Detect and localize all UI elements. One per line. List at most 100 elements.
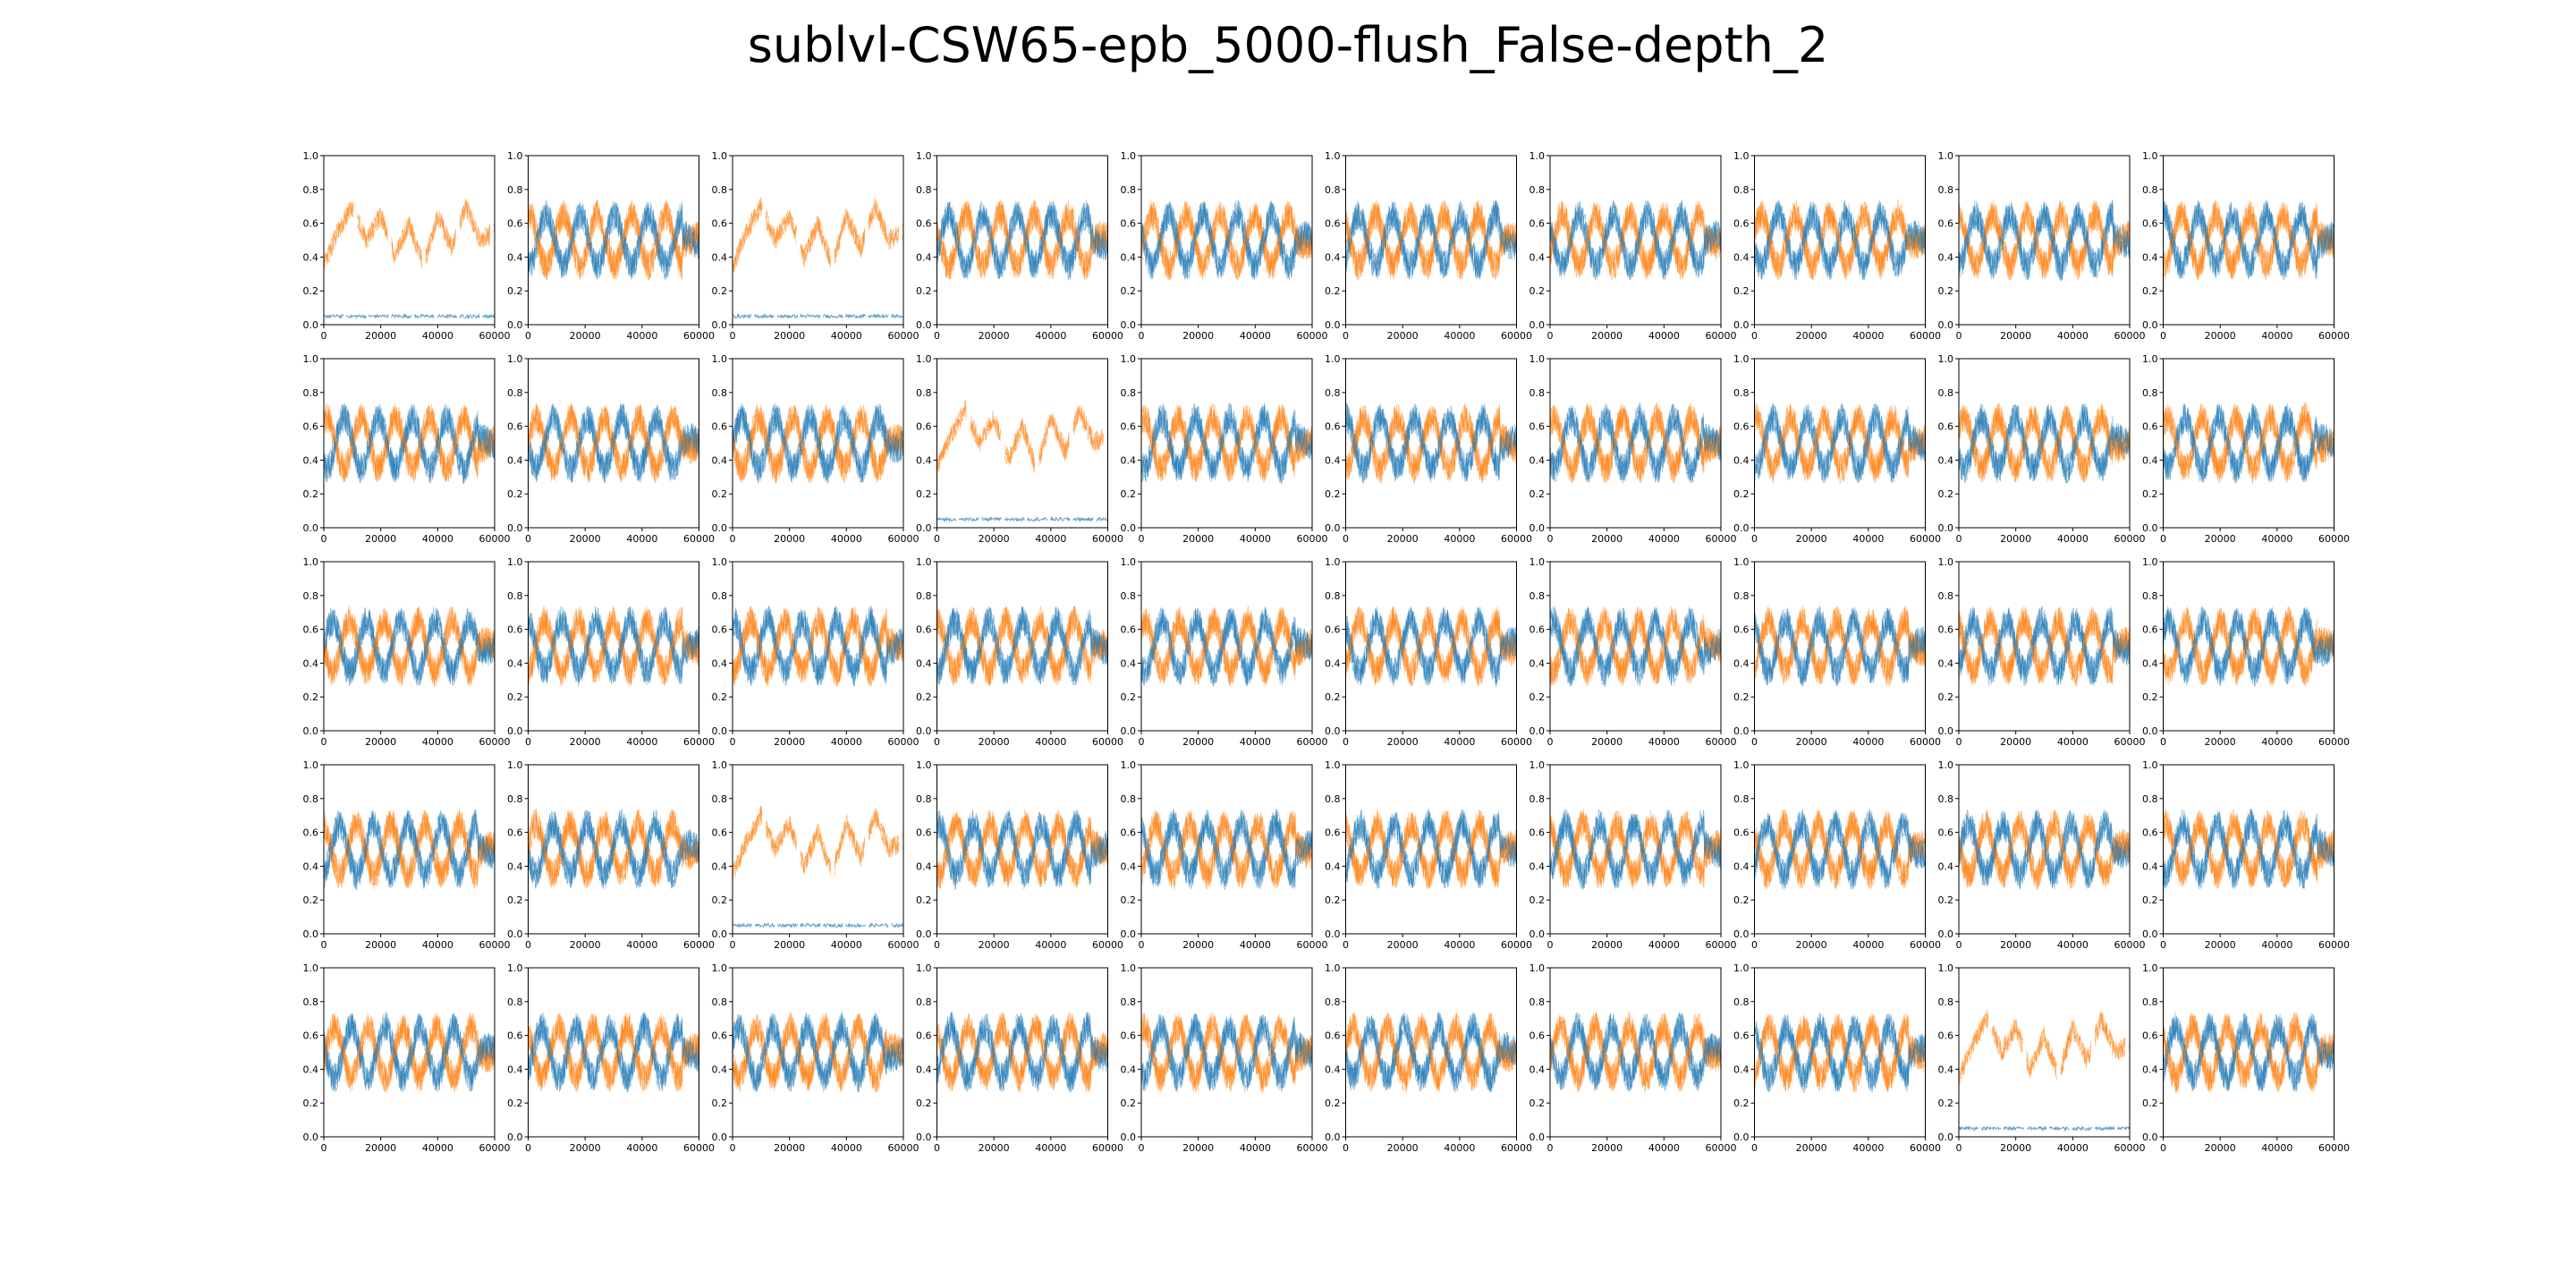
subplot-1-5: 0.0 0.2 0.4 0.6 0.8 1.0 0 20000 40000 60000 [1121, 150, 1328, 342]
x-tick-label: 20000 [774, 330, 805, 342]
series-a-line [1550, 606, 1721, 686]
series-b-line [936, 809, 1108, 889]
x-tick-label: 60000 [888, 736, 919, 748]
x-tick-label: 60000 [2114, 533, 2146, 545]
y-tick-label: 0.2 [1530, 894, 1546, 906]
x-tick-label: 0 [1751, 330, 1758, 342]
subplot-3-5: 0.0 0.2 0.4 0.6 0.8 1.0 0 20000 40000 60000 [1121, 556, 1328, 748]
x-tick-label: 60000 [2114, 330, 2146, 342]
y-tick-label: 1.0 [712, 759, 728, 771]
series-b-line [1345, 809, 1517, 890]
y-tick-label: 0.6 [916, 624, 932, 636]
axes-frame [1958, 155, 2131, 326]
y-tick-label: 0.0 [1530, 1131, 1546, 1143]
series-b-line [1550, 810, 1721, 889]
series-b-line [1345, 200, 1517, 280]
series-group [1550, 402, 1721, 484]
series-group [1754, 402, 1926, 485]
y-tick-label: 0.8 [1121, 387, 1137, 399]
x-tick-label: 0 [934, 1142, 940, 1154]
y-tick-label: 0.2 [1121, 691, 1137, 703]
y-tick-label: 0.6 [1325, 827, 1341, 839]
series-a-line [1345, 809, 1517, 889]
axes-frame [528, 155, 699, 326]
series-a-line [1550, 813, 1721, 889]
y-tick-label: 0.0 [2142, 522, 2158, 534]
series-a-line [1754, 1014, 1926, 1092]
y-tick-label: 0.0 [712, 1131, 728, 1143]
series-b-line [324, 1012, 495, 1093]
x-tick-label: 60000 [1501, 533, 1532, 545]
series-b-line [1550, 1013, 1721, 1091]
series-b-line [733, 404, 903, 483]
series-a-line [1345, 199, 1517, 280]
series-group [1141, 809, 1312, 891]
axes-frame [732, 967, 904, 1138]
series-b-line [324, 809, 495, 888]
series-b-line [936, 200, 1108, 281]
x-tick-label: 20000 [2000, 533, 2031, 545]
series-b-line [733, 606, 903, 687]
series-b-line [2163, 403, 2334, 483]
x-tick-label: 20000 [1591, 533, 1623, 545]
series-b-line [2163, 809, 2334, 888]
series-a-line [1754, 606, 1926, 687]
x-tick-label: 0 [321, 736, 327, 748]
series-a-line [1345, 809, 1517, 889]
y-tick-label: 0.6 [303, 218, 319, 230]
y-tick-label: 0.0 [916, 928, 932, 940]
series-a-line [324, 1012, 495, 1093]
x-tick-label: 0 [1956, 939, 1962, 951]
y-tick-label: 0.8 [507, 793, 523, 805]
axes-frame [936, 764, 1108, 935]
y-tick-label: 0.6 [1733, 218, 1750, 230]
x-tick-label: 20000 [2000, 736, 2031, 748]
series-a-line [528, 403, 699, 481]
series-a-line [1345, 812, 1517, 889]
subplot-2-2: 0.0 0.2 0.4 0.6 0.8 1.0 0 20000 40000 60000 [507, 353, 715, 545]
axes-frame [1140, 764, 1313, 935]
y-tick-label: 0.2 [2142, 691, 2158, 703]
series-b-line [1345, 1012, 1517, 1091]
series-b-line [936, 811, 1108, 889]
x-tick-label: 0 [321, 1142, 327, 1154]
axes-frame [323, 764, 496, 935]
y-tick-label: 0.0 [303, 928, 319, 940]
y-tick-label: 0.0 [1121, 522, 1137, 534]
y-tick-label: 1.0 [916, 759, 932, 771]
series-a-line [528, 606, 699, 687]
series-a-line [1141, 402, 1312, 484]
subplot-2-1: 0.0 0.2 0.4 0.6 0.8 1.0 0 20000 40000 60000 [303, 353, 511, 545]
x-tick-label: 40000 [831, 939, 862, 951]
axes-frame [936, 358, 1108, 529]
x-tick-label: 40000 [2057, 533, 2089, 545]
series-b-line [528, 200, 699, 281]
y-tick-label: 0.2 [916, 488, 932, 500]
y-tick-label: 1.0 [1530, 962, 1546, 974]
x-tick-label: 0 [1139, 736, 1145, 748]
series-a-line [2163, 200, 2334, 280]
x-tick-label: 40000 [2057, 736, 2089, 748]
series-b-line [1345, 1012, 1517, 1093]
series-b-line [1959, 810, 2130, 888]
series-a-line [1141, 606, 1312, 687]
y-tick-label: 0.6 [507, 421, 523, 433]
y-tick-label: 0.0 [1530, 319, 1546, 331]
series-a-line [936, 1011, 1108, 1093]
series-b-line [2163, 809, 2334, 888]
series-a-line [1550, 1012, 1721, 1092]
series-b-line [528, 808, 699, 888]
series-b-line [1141, 607, 1312, 685]
x-tick-label: 20000 [1387, 533, 1419, 545]
series-b-line [528, 1013, 699, 1091]
series-b-line [1754, 202, 1926, 281]
series-b-line [1754, 809, 1926, 889]
series-b-line [1550, 199, 1721, 280]
axes-frame [1958, 561, 2131, 732]
axes-frame [1345, 967, 1517, 1138]
series-a-line [1345, 404, 1517, 482]
series-a-line [936, 199, 1108, 280]
series-b-line [1141, 200, 1312, 281]
y-tick-label: 0.8 [1325, 996, 1341, 1008]
